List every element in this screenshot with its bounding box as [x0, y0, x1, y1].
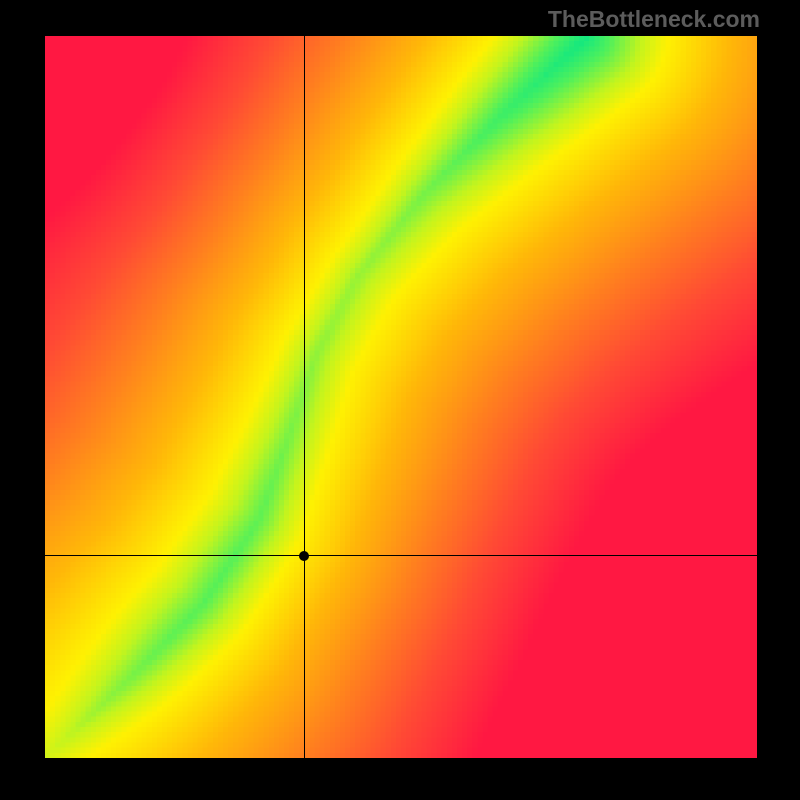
- chart-frame: TheBottleneck.com: [0, 0, 800, 800]
- crosshair-vertical: [304, 36, 305, 758]
- heatmap-canvas: [45, 36, 757, 758]
- watermark-text: TheBottleneck.com: [548, 6, 760, 33]
- heatmap-plot: [45, 36, 757, 758]
- crosshair-dot: [299, 551, 309, 561]
- crosshair-horizontal: [45, 555, 757, 556]
